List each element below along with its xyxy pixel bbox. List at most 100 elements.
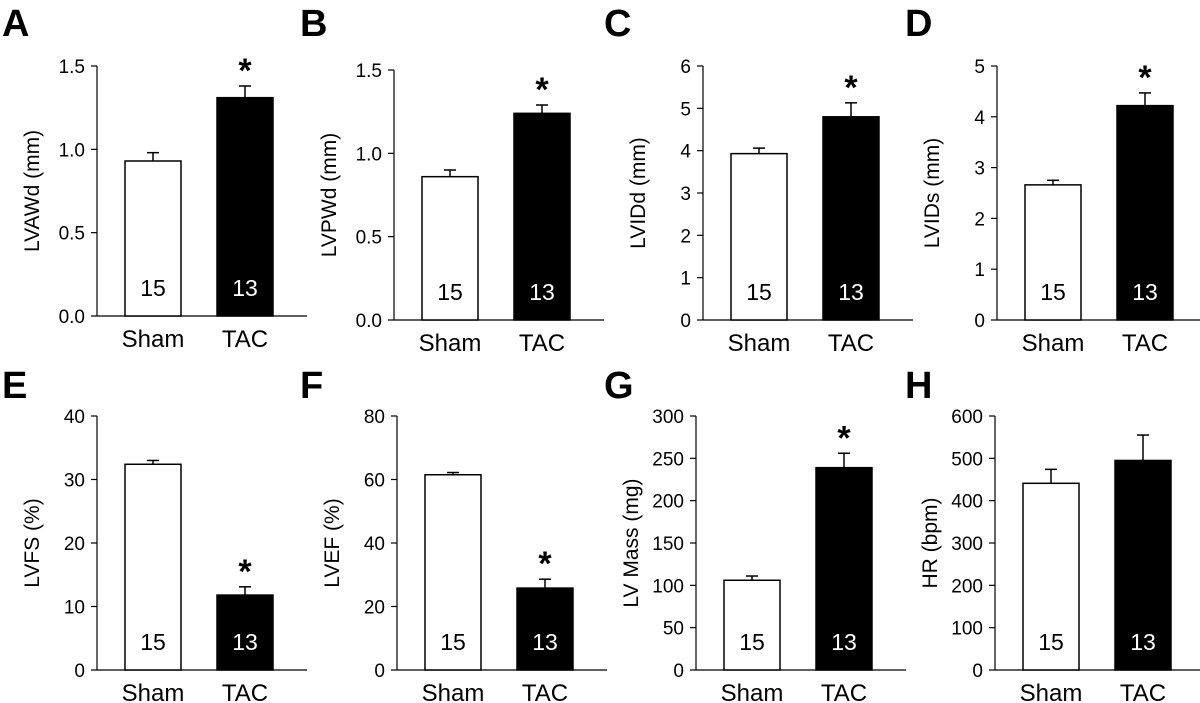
category-label: TAC bbox=[1122, 330, 1168, 357]
significance-star: * bbox=[1138, 59, 1152, 97]
bar-tac bbox=[822, 116, 880, 321]
sample-size-label: 13 bbox=[532, 629, 558, 655]
category-label: Sham bbox=[728, 330, 791, 357]
sample-size-label: 15 bbox=[1038, 629, 1064, 655]
panel-letter: H bbox=[905, 365, 932, 407]
y-tick-label: 1.5 bbox=[356, 61, 382, 82]
category-label: TAC bbox=[821, 680, 867, 703]
panel-a: A 0.0 0.5 1.0 1.5 LVAWd (mm) 15 Sham 13 TAC * bbox=[2, 3, 307, 353]
y-tick-label: 60 bbox=[364, 471, 385, 492]
panel-f: F 0 20 40 60 80 LVEF (%) 15 Sham 13 TAC * bbox=[300, 365, 607, 703]
panel-g: G 0 50 100 150 200 250 300 LV Mass (mg) 15 Sham 13 T… bbox=[604, 365, 906, 703]
y-tick-label: 300 bbox=[951, 534, 983, 555]
significance-star: * bbox=[238, 553, 252, 591]
y-tick-label: 600 bbox=[951, 407, 983, 428]
y-tick-label: 3 bbox=[974, 159, 985, 180]
y-tick-label: 20 bbox=[364, 598, 385, 619]
category-label: TAC bbox=[222, 326, 268, 353]
y-axis-title: LV Mass (mg) bbox=[620, 478, 643, 607]
y-axis-title: LVPWd (mm) bbox=[318, 133, 341, 257]
y-tick-label: 1 bbox=[974, 260, 985, 281]
y-axis-title: LVAWd (mm) bbox=[21, 130, 44, 252]
y-tick-label: 20 bbox=[64, 534, 85, 555]
y-tick-label: 0.0 bbox=[59, 307, 85, 328]
bar-sham bbox=[1022, 482, 1080, 671]
y-tick-label: 80 bbox=[364, 407, 385, 428]
category-label: Sham bbox=[122, 680, 185, 703]
sample-size-label: 15 bbox=[140, 275, 166, 301]
y-tick-label: 6 bbox=[680, 57, 691, 78]
panel-letter: G bbox=[604, 365, 634, 407]
sample-size-label: 13 bbox=[1130, 629, 1156, 655]
y-axis-title: LVFS (%) bbox=[21, 498, 44, 587]
y-tick-label: 0 bbox=[974, 311, 985, 332]
bar-sham bbox=[124, 160, 182, 317]
category-label: TAC bbox=[828, 330, 874, 357]
y-tick-label: 2 bbox=[974, 209, 985, 230]
y-tick-label: 150 bbox=[652, 534, 684, 555]
sample-size-label: 13 bbox=[831, 629, 857, 655]
sample-size-label: 13 bbox=[232, 275, 258, 301]
category-label: TAC bbox=[519, 330, 565, 357]
panel-h: H 0 100 200 300 400 500 600 HR (bpm) 15 Sham 13 TAC bbox=[905, 365, 1200, 703]
sample-size-label: 15 bbox=[1040, 279, 1066, 305]
significance-star: * bbox=[238, 52, 252, 90]
y-tick-label: 5 bbox=[974, 57, 985, 78]
bar-sham bbox=[1024, 184, 1082, 321]
bar-tac bbox=[516, 587, 574, 671]
bar-tac bbox=[513, 112, 571, 321]
panel-letter: A bbox=[2, 3, 29, 45]
y-tick-label: 0.0 bbox=[356, 311, 382, 332]
y-tick-label: 50 bbox=[663, 619, 684, 640]
panel-letter: D bbox=[905, 3, 932, 45]
y-tick-label: 100 bbox=[951, 619, 983, 640]
y-tick-label: 0 bbox=[673, 661, 684, 682]
sample-size-label: 13 bbox=[1132, 279, 1158, 305]
y-tick-label: 2 bbox=[680, 226, 691, 247]
y-tick-label: 1 bbox=[680, 269, 691, 290]
bar-sham bbox=[424, 473, 482, 671]
y-tick-label: 4 bbox=[680, 142, 691, 163]
category-label: Sham bbox=[1022, 330, 1085, 357]
y-tick-label: 1.5 bbox=[59, 57, 85, 78]
bar-sham bbox=[124, 463, 182, 671]
sample-size-label: 13 bbox=[232, 629, 258, 655]
y-tick-label: 0 bbox=[374, 661, 385, 682]
significance-star: * bbox=[844, 69, 858, 107]
y-tick-label: 1.0 bbox=[356, 144, 382, 165]
bar-tac bbox=[1114, 459, 1172, 671]
sample-size-label: 15 bbox=[140, 629, 166, 655]
category-label: Sham bbox=[1020, 680, 1083, 703]
panel-b: B 0.0 0.5 1.0 1.5 LVPWd (mm) 15 Sham 13 TAC * bbox=[300, 3, 604, 357]
y-tick-label: 250 bbox=[652, 449, 684, 470]
y-axis-title: LVIDs (mm) bbox=[921, 138, 944, 248]
sample-size-label: 15 bbox=[739, 629, 765, 655]
panel-letter: C bbox=[604, 3, 631, 45]
y-tick-label: 4 bbox=[974, 108, 985, 129]
y-tick-label: 10 bbox=[64, 598, 85, 619]
significance-star: * bbox=[538, 545, 552, 583]
category-label: Sham bbox=[422, 680, 485, 703]
category-label: Sham bbox=[721, 680, 784, 703]
y-axis-title: LVEF (%) bbox=[321, 498, 344, 587]
panel-letter: E bbox=[2, 365, 27, 407]
bar-tac bbox=[216, 96, 274, 317]
y-tick-label: 1.0 bbox=[59, 140, 85, 161]
y-tick-label: 0.5 bbox=[59, 224, 85, 245]
panel-e: E 0 10 20 30 40 LVFS (%) 15 Sham 13 TAC * bbox=[2, 365, 307, 703]
y-tick-label: 400 bbox=[951, 492, 983, 513]
panel-d: D 0 1 2 3 4 5 LVIDs (mm) 15 Sham 13 TAC * bbox=[905, 3, 1200, 357]
category-label: Sham bbox=[122, 326, 185, 353]
category-label: TAC bbox=[1120, 680, 1166, 703]
bar-tac bbox=[1116, 104, 1174, 321]
bar-sham bbox=[421, 175, 479, 321]
y-tick-label: 5 bbox=[680, 99, 691, 120]
y-tick-label: 200 bbox=[951, 576, 983, 597]
panel-letter: F bbox=[300, 365, 323, 407]
y-tick-label: 40 bbox=[364, 534, 385, 555]
category-label: TAC bbox=[522, 680, 568, 703]
y-tick-label: 0 bbox=[74, 661, 85, 682]
y-axis-title: LVIDd (mm) bbox=[627, 137, 650, 249]
y-tick-label: 0 bbox=[972, 661, 983, 682]
